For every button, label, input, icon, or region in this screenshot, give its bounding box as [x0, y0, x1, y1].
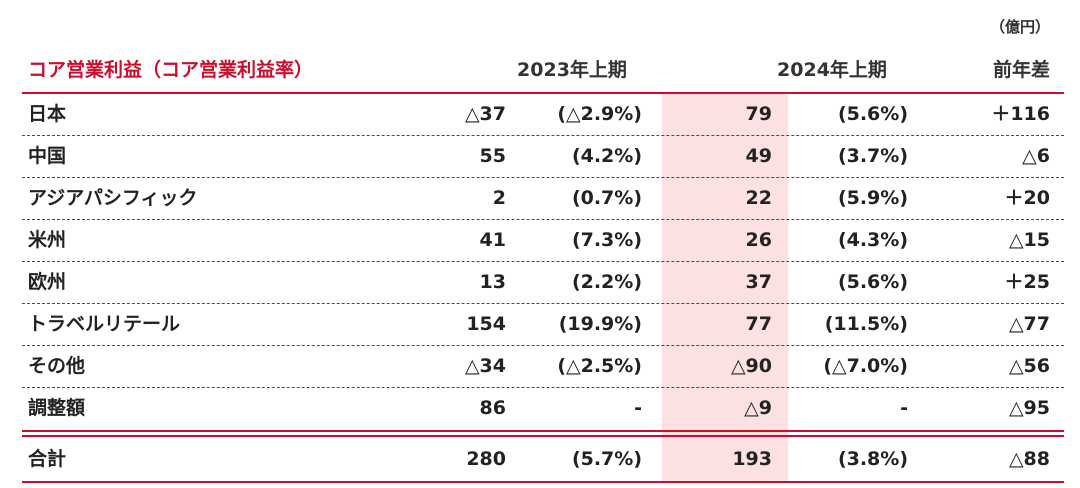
yoy-diff: ＋25	[1004, 271, 1050, 293]
margin-2023: (5.7%)	[571, 448, 642, 470]
margin-2023: (7.3%)	[571, 229, 642, 251]
row-label: 中国	[28, 145, 67, 167]
bottom-rule	[22, 481, 1064, 483]
margin-2024: (△7.0%)	[823, 355, 908, 377]
value-2023: 2	[492, 187, 506, 209]
value-2023: 41	[479, 229, 506, 251]
table-row: 日本 △37 (△2.9%) 79 (5.6%) ＋116	[22, 93, 1064, 135]
value-2024: 26	[745, 229, 772, 251]
column-header-2024: 2024年上期	[777, 59, 887, 81]
table-row: その他 △34 (△2.5%) △90 (△7.0%) △56	[22, 345, 1064, 387]
value-2024: 37	[745, 271, 772, 293]
margin-2024: (5.9%)	[837, 187, 908, 209]
margin-2024: -	[900, 397, 908, 419]
margin-2023: (0.7%)	[571, 187, 642, 209]
row-divider	[22, 387, 1064, 388]
yoy-diff: △95	[1008, 397, 1050, 419]
value-2023: 86	[479, 397, 506, 419]
column-header-diff: 前年差	[992, 59, 1050, 81]
margin-2024: (3.7%)	[837, 145, 908, 167]
value-2024: 79	[745, 103, 772, 125]
margin-2023: (19.9%)	[558, 313, 642, 335]
margin-2023: (△2.5%)	[557, 355, 642, 377]
value-2023: △34	[464, 355, 506, 377]
yoy-diff: ＋20	[1004, 187, 1050, 209]
total-double-rule-bottom	[22, 435, 1064, 437]
value-2024: 49	[745, 145, 772, 167]
table-title: コア営業利益（コア営業利益率）	[28, 59, 314, 81]
row-divider	[22, 177, 1064, 178]
yoy-diff: △6	[1022, 145, 1050, 167]
value-2023: 55	[479, 145, 506, 167]
row-divider	[22, 135, 1064, 136]
table-row: トラベルリテール 154 (19.9%) 77 (11.5%) △77	[22, 303, 1064, 345]
table-header: コア営業利益（コア営業利益率） 2023年上期 2024年上期 前年差	[22, 48, 1064, 92]
margin-2023: (2.2%)	[571, 271, 642, 293]
row-divider	[22, 219, 1064, 220]
value-2024: △90	[730, 355, 772, 377]
margin-2024: (11.5%)	[824, 313, 908, 335]
value-2023: 154	[466, 313, 506, 335]
header-rule	[22, 92, 1064, 94]
row-label: 欧州	[28, 271, 67, 293]
yoy-diff: △56	[1008, 355, 1050, 377]
margin-2024: (3.8%)	[837, 448, 908, 470]
total-row: 合計 280 (5.7%) 193 (3.8%) △88	[22, 438, 1064, 480]
margin-2024: (4.3%)	[837, 229, 908, 251]
margin-2023: (△2.9%)	[557, 103, 642, 125]
row-label: 合計	[28, 448, 67, 470]
margin-2023: -	[634, 397, 642, 419]
row-label: アジアパシフィック	[28, 187, 198, 209]
row-label: 調整額	[28, 397, 86, 419]
table-row: アジアパシフィック 2 (0.7%) 22 (5.9%) ＋20	[22, 177, 1064, 219]
row-divider	[22, 345, 1064, 346]
table-row: 中国 55 (4.2%) 49 (3.7%) △6	[22, 135, 1064, 177]
value-2023: 13	[479, 271, 506, 293]
row-label: 米州	[28, 229, 67, 251]
row-label: その他	[28, 355, 86, 377]
column-header-2023: 2023年上期	[517, 59, 627, 81]
value-2024: 22	[745, 187, 772, 209]
total-double-rule-top	[22, 430, 1064, 432]
margin-2024: (5.6%)	[837, 271, 908, 293]
margin-2024: (5.6%)	[837, 103, 908, 125]
yoy-diff: ＋116	[991, 103, 1050, 125]
margin-2023: (4.2%)	[571, 145, 642, 167]
value-2024: 193	[732, 448, 772, 470]
yoy-diff: △88	[1008, 448, 1050, 470]
row-divider	[22, 303, 1064, 304]
current-period-highlight	[662, 93, 788, 483]
value-2024: 77	[745, 313, 772, 335]
row-label: 日本	[28, 103, 67, 125]
value-2023: △37	[464, 103, 506, 125]
table-row: 調整額 86 - △9 - △95	[22, 387, 1064, 429]
table-row: 欧州 13 (2.2%) 37 (5.6%) ＋25	[22, 261, 1064, 303]
table-row: 米州 41 (7.3%) 26 (4.3%) △15	[22, 219, 1064, 261]
yoy-diff: △77	[1008, 313, 1050, 335]
value-2024: △9	[744, 397, 772, 419]
row-label: トラベルリテール	[28, 313, 181, 335]
value-2023: 280	[466, 448, 506, 470]
unit-label: （億円）	[989, 18, 1050, 36]
row-divider	[22, 261, 1064, 262]
yoy-diff: △15	[1008, 229, 1050, 251]
